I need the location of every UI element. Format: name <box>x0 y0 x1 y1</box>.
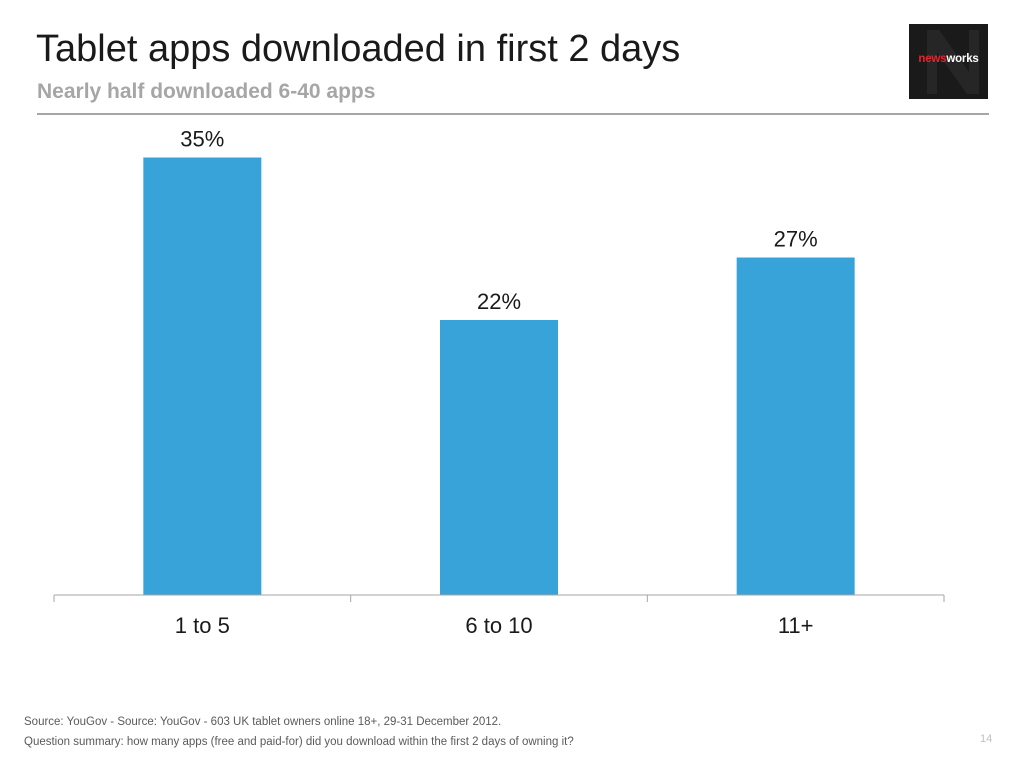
category-label-1: 1 to 5 <box>175 613 230 638</box>
page-subtitle: Nearly half downloaded 6-40 apps <box>37 80 376 103</box>
newsworks-logo: newsworks <box>909 24 988 99</box>
logo-n-shape <box>909 24 988 99</box>
page-number: 14 <box>980 733 993 745</box>
data-label-2: 22% <box>477 289 521 314</box>
logo-wordmark: newsworks <box>909 53 988 65</box>
bar-3 <box>736 257 855 595</box>
bar-1 <box>143 157 262 595</box>
category-label-3: 11+ <box>778 613 814 638</box>
title-divider <box>37 113 989 115</box>
bar-2 <box>440 320 558 595</box>
category-label-2: 6 to 10 <box>465 613 532 638</box>
data-label-1: 35% <box>180 127 224 152</box>
data-label-3: 27% <box>774 227 818 252</box>
source-note: Source: YouGov - Source: YouGov - 603 UK… <box>24 716 502 728</box>
bar-chart: 35% 1 to 5 22% 6 to 10 27% 11+ <box>53 127 945 638</box>
page-title: Tablet apps downloaded in first 2 days <box>36 28 681 70</box>
question-summary: Question summary: how many apps (free an… <box>24 736 574 748</box>
logo-wordmark-works: works <box>946 53 979 65</box>
logo-wordmark-news: news <box>918 53 947 65</box>
